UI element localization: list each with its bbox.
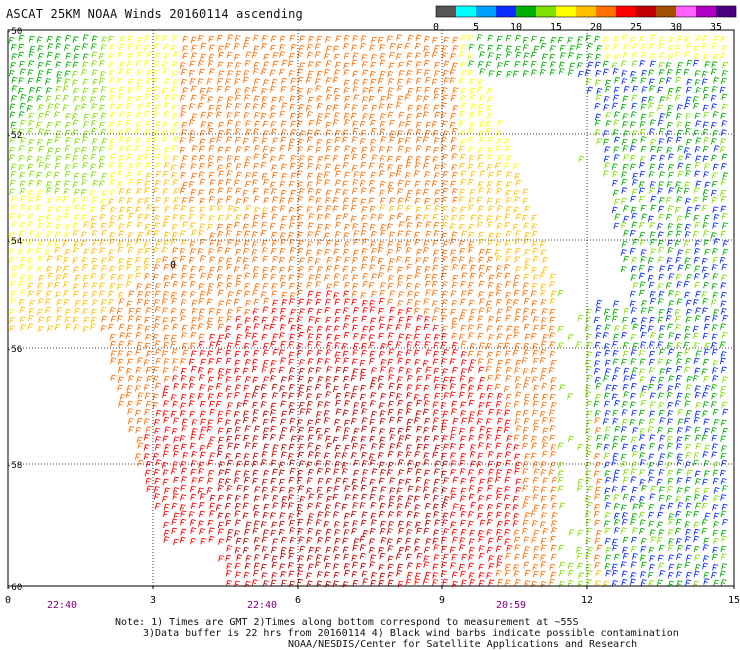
note-line-3: NOAA/NESDIS/Center for Satellite Applica…: [288, 639, 637, 650]
colorbar-cell: [676, 6, 696, 17]
colorbar-label: 20: [590, 22, 602, 33]
lat-tick-label: -60: [6, 583, 22, 593]
colorbar-label: 25: [630, 22, 642, 33]
lon-tick-label: 15: [728, 595, 740, 606]
lon-tick-label: 0: [5, 595, 11, 606]
time-label: 22:40: [247, 600, 277, 611]
lon-tick-label: 3: [150, 595, 156, 606]
colorbar-cell: [496, 6, 516, 17]
time-label: 22:40: [47, 600, 77, 611]
colorbar-cell: [436, 6, 456, 17]
lat-tick-label: -56: [6, 345, 22, 355]
colorbar-cell: [576, 6, 596, 17]
colorbar-cell: [516, 6, 536, 17]
lon-tick-label: 12: [581, 595, 593, 606]
colorbar-cell: [616, 6, 636, 17]
colorbar-cell: [656, 6, 676, 17]
colorbar-cell: [556, 6, 576, 17]
note-line-1: Note: 1) Times are GMT 2)Times along bot…: [115, 617, 579, 628]
note-line-2: 3)Data buffer is 22 hrs from 20160114 4)…: [143, 628, 679, 639]
lon-tick-label: 6: [295, 595, 301, 606]
colorbar-cell: [716, 6, 736, 17]
colorbar-cell: [596, 6, 616, 17]
colorbar-cell: [636, 6, 656, 17]
lat-tick-label: -52: [6, 131, 22, 141]
colorbar-label: 0: [433, 22, 439, 33]
colorbar-cell: [476, 6, 496, 17]
lon-tick-label: 9: [439, 595, 445, 606]
time-label: 20:59: [496, 600, 526, 611]
colorbar-label: 35: [710, 22, 722, 33]
colorbar-label: 15: [550, 22, 562, 33]
lat-tick-label: -54: [6, 237, 22, 247]
colorbar-cell: [696, 6, 716, 17]
lat-tick-label: -58: [6, 461, 22, 471]
colorbar-label: 30: [670, 22, 682, 33]
island-marker: 0: [170, 260, 176, 271]
colorbar-label: 10: [510, 22, 522, 33]
colorbar-cell: [456, 6, 476, 17]
colorbar-label: 5: [473, 22, 479, 33]
wind-speed-colorbar: 051015202530354045>50 knots: [0, 0, 740, 34]
colorbar-cell: [536, 6, 556, 17]
